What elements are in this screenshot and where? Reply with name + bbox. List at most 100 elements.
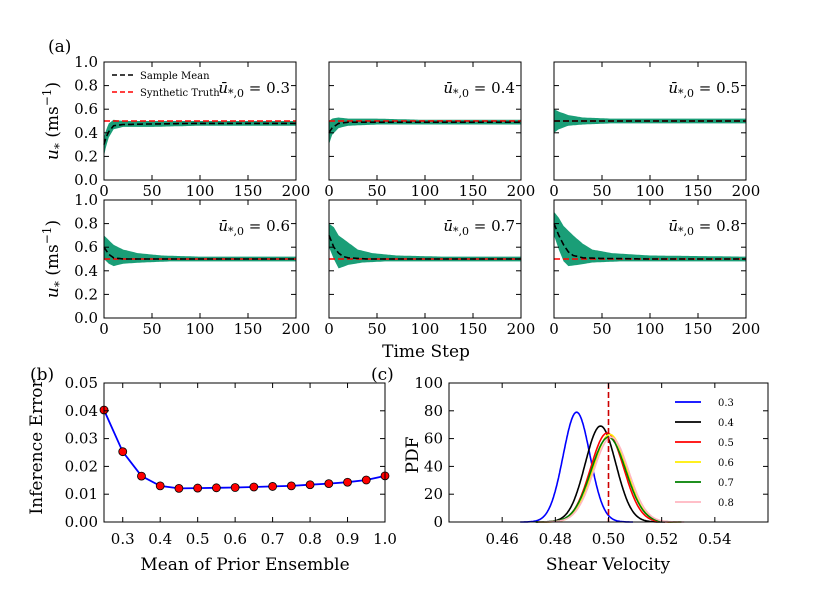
x-tick-label: 50 <box>142 182 161 200</box>
y-tick-label: 100 <box>414 374 443 392</box>
ylabel-subscript: * <box>52 143 66 149</box>
x-tick-label: 100 <box>186 320 215 338</box>
x-tick-label: 50 <box>592 182 611 200</box>
panel-a-xlabel: Time Step <box>382 342 470 362</box>
sample-mean-line <box>103 246 296 260</box>
subplot-0.4: 0 50 100 150 200 ū*,0 = 0.4 <box>324 61 535 200</box>
initial-mean-annotation: ū*,0 = 0.7 <box>443 217 515 238</box>
annotation-symbol: ū <box>218 79 228 97</box>
panel-a-label: (a) <box>48 37 71 57</box>
y-tick-label: 80 <box>424 402 443 420</box>
x-tick-label: 0.7 <box>261 530 285 548</box>
x-tick-label: 150 <box>459 182 488 200</box>
x-tick-label: 150 <box>234 320 263 338</box>
axes-frame <box>103 382 386 523</box>
legend-mean-label: Sample Mean <box>140 71 210 82</box>
x-tick-label: 100 <box>411 320 440 338</box>
panel-b-label: (b) <box>30 365 54 385</box>
inference-error-point <box>343 477 352 487</box>
pdf-curve-0.6 <box>539 433 681 523</box>
annotation-symbol: ū <box>668 79 678 97</box>
x-tick-label: 50 <box>592 320 611 338</box>
x-tick-label: 200 <box>507 320 536 338</box>
inference-error-point <box>230 483 240 492</box>
y-tick-label: 0.03 <box>65 430 98 448</box>
inference-error-point <box>268 482 278 491</box>
legend-label-0.3: 0.3 <box>718 398 734 409</box>
sample-mean-line <box>328 121 521 134</box>
subplot-0.3: 0 50 100 150 200 0.0 0.2 0.4 0.6 0.8 1.0 ū*,0 = 0.3 <box>74 53 310 200</box>
x-tick-label: 150 <box>684 320 713 338</box>
inference-error-point <box>118 447 128 457</box>
annotation-value: = 0.5 <box>694 79 740 97</box>
annotation-value: = 0.8 <box>694 217 740 235</box>
sample-mean-line <box>103 122 296 145</box>
y-tick-label: 0.4 <box>74 124 98 142</box>
pdf-curve-0.3 <box>520 411 633 523</box>
ylabel-unit-prefix: (ms <box>43 106 63 143</box>
y-tick-label: 1.0 <box>74 53 98 71</box>
ylabel-subscript: * <box>52 281 66 287</box>
annotation-subscript: *,0 <box>678 87 694 100</box>
x-tick-label: 0.50 <box>592 530 625 548</box>
panel-b: 0.3 0.4 0.5 0.6 0.7 0.8 0.9 1.0 0.00 0.01 0.02 0.03… <box>65 374 397 548</box>
ylabel-unit-suffix: ) <box>43 220 63 227</box>
initial-mean-annotation: ū*,0 = 0.6 <box>218 217 290 238</box>
x-tick-label: 50 <box>367 182 386 200</box>
y-tick-label: 0.01 <box>65 485 98 503</box>
initial-mean-annotation: ū*,0 = 0.5 <box>668 79 740 100</box>
annotation-subscript: *,0 <box>453 87 469 100</box>
inference-error-point <box>174 483 184 493</box>
x-tick-label: 150 <box>234 182 263 200</box>
legend-label-0.4: 0.4 <box>718 418 734 429</box>
panel-b-xlabel: Mean of Prior Ensemble <box>140 555 349 575</box>
x-tick-label: 0.4 <box>148 530 172 548</box>
panel-c-label: (c) <box>371 365 394 385</box>
y-tick-label: 0.8 <box>74 215 98 233</box>
annotation-symbol: ū <box>443 79 453 97</box>
inference-error-point <box>137 471 146 481</box>
inference-error-point <box>361 475 371 485</box>
y-tick-label: 0.0 <box>74 309 98 327</box>
sample-mean-line <box>328 235 521 260</box>
panel-c-xlabel: Shear Velocity <box>546 555 671 575</box>
ensemble-band <box>329 223 521 269</box>
x-tick-label: 0.48 <box>539 530 572 548</box>
inference-error-line <box>103 409 386 490</box>
x-tick-label: 0.6 <box>223 530 247 548</box>
y-tick-label: 0.00 <box>65 513 98 531</box>
x-tick-label: 50 <box>142 320 161 338</box>
legend-label-0.6: 0.6 <box>718 458 734 469</box>
initial-mean-annotation: ū*,0 = 0.4 <box>443 79 515 100</box>
annotation-value: = 0.4 <box>469 79 515 97</box>
y-tick-label: 0.2 <box>74 147 98 165</box>
annotation-symbol: ū <box>668 217 678 235</box>
y-tick-label: 0.04 <box>65 402 98 420</box>
x-tick-label: 200 <box>282 320 311 338</box>
annotation-value: = 0.7 <box>469 217 515 235</box>
ensemble-band <box>329 117 521 145</box>
x-tick-label: 0.46 <box>485 530 518 548</box>
subplot-0.7: 0 50 100 150 200 ū*,0 = 0.7 <box>324 199 536 338</box>
inference-error-point <box>286 481 296 491</box>
x-tick-label: 0 <box>99 320 109 338</box>
y-tick-label: 0.2 <box>74 285 98 303</box>
legend-a: Sample Mean Synthetic Truth <box>112 71 220 99</box>
x-tick-label: 0.52 <box>645 530 678 548</box>
y-tick-label: 0.02 <box>65 457 98 475</box>
inference-error-point <box>305 480 315 490</box>
x-tick-label: 200 <box>732 182 761 200</box>
panel-b-ylabel: Inference Error <box>27 379 47 515</box>
x-tick-label: 0.54 <box>698 530 731 548</box>
subplot-0.8: 0 50 100 150 200 ū*,0 = 0.8 <box>549 199 760 338</box>
ensemble-band <box>554 211 746 267</box>
x-tick-label: 0 <box>549 182 559 200</box>
ensemble-band <box>104 235 296 267</box>
annotation-subscript: *,0 <box>228 225 244 238</box>
y-tick-label: 0.6 <box>74 100 98 118</box>
x-tick-label: 100 <box>636 182 665 200</box>
legend-label-0.7: 0.7 <box>718 478 734 489</box>
legend-label-0.5: 0.5 <box>718 438 734 449</box>
